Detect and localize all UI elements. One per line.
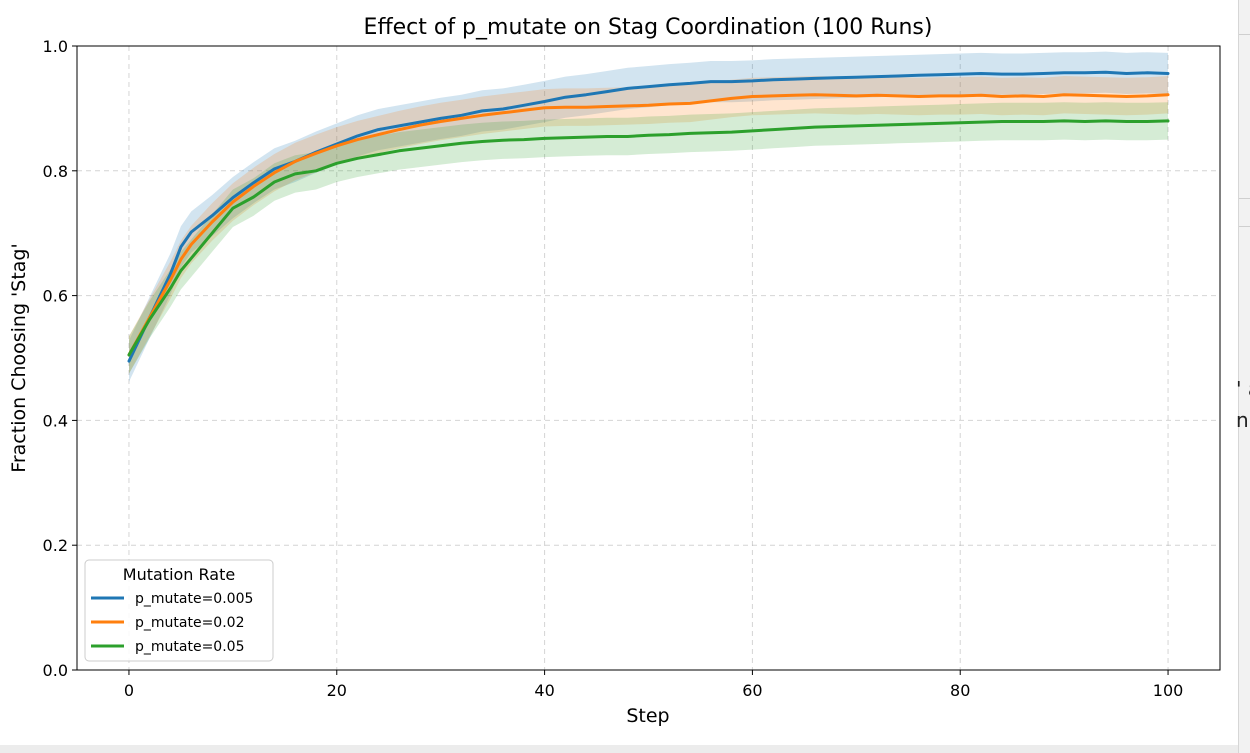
confidence-band-series-1 — [129, 51, 1168, 382]
x-tick-label: 0 — [124, 681, 134, 700]
plot-frame — [76, 45, 1221, 671]
window-bottom-edge — [0, 745, 1238, 753]
confidence-band-series-3 — [129, 102, 1168, 374]
series-line-2 — [127, 93, 1170, 357]
legend-box — [84, 559, 274, 662]
chart-title: Effect of p_mutate on Stag Coordination … — [364, 15, 933, 40]
x-tick-label: 100 — [1153, 681, 1184, 700]
x-tick-label: 80 — [950, 681, 970, 700]
adjacent-window-text: n — [1236, 408, 1249, 432]
confidence-band-series-2 — [129, 76, 1168, 374]
y-axis-label: Fraction Choosing 'Stag' — [8, 243, 30, 472]
x-axis-label: Step — [626, 705, 669, 727]
line-chart: 0 20 40 60 80 100 0.0 0.2 0.4 0.6 0.8 1.0 Effect of… — [8, 15, 1221, 727]
adjacent-window-edge — [1238, 0, 1250, 753]
legend-entries: p_mutate=0.005 p_mutate=0.02 p_mutate=0.05 — [91, 591, 253, 655]
series-line-3 — [127, 119, 1170, 357]
y-tick-label: 0.4 — [43, 411, 68, 430]
y-tick-label: 0.2 — [43, 536, 68, 555]
series-lines — [127, 70, 1170, 363]
y-tick-label: 0.8 — [43, 162, 68, 181]
adjacent-window-divider — [1239, 34, 1250, 35]
x-tick-label: 20 — [327, 681, 347, 700]
x-tick-label: 60 — [742, 681, 762, 700]
legend-label-series-3: p_mutate=0.05 — [135, 639, 244, 655]
x-tick-label: 40 — [534, 681, 554, 700]
y-tick-label: 0.6 — [43, 287, 68, 306]
series-line-1 — [127, 70, 1170, 363]
adjacent-window-divider — [1239, 226, 1250, 227]
axis-ticks: 0 20 40 60 80 100 0.0 0.2 0.4 0.6 0.8 1.0 — [43, 37, 1184, 700]
y-tick-label: 1.0 — [43, 37, 68, 56]
confidence-bands — [129, 51, 1168, 382]
adjacent-window-divider — [1239, 198, 1250, 199]
legend: Mutation Rate p_mutate=0.005p_mutate=0.0… — [84, 559, 274, 662]
legend-title: Mutation Rate — [123, 565, 235, 584]
adjacent-window-text: ' a — [1236, 377, 1250, 401]
y-tick-label: 0.0 — [43, 661, 68, 680]
legend-label-series-2: p_mutate=0.02 — [135, 615, 244, 631]
legend-label-series-1: p_mutate=0.005 — [135, 591, 253, 607]
